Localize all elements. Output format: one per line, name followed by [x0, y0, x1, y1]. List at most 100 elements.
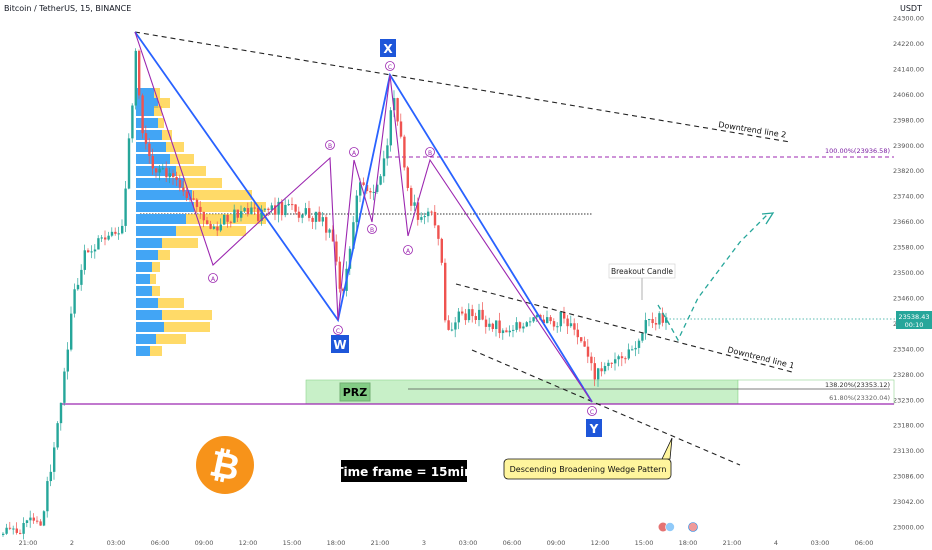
candle-body[interactable]: [586, 346, 590, 357]
candle-body[interactable]: [263, 208, 267, 210]
candle-body[interactable]: [56, 423, 59, 448]
candle-body[interactable]: [70, 313, 73, 350]
candle-body[interactable]: [549, 317, 552, 322]
candle-body[interactable]: [624, 358, 627, 360]
candle-body[interactable]: [165, 168, 168, 178]
candle-body[interactable]: [42, 511, 46, 526]
candle-body[interactable]: [158, 168, 161, 173]
candle-body[interactable]: [107, 235, 110, 240]
candle-body[interactable]: [223, 214, 226, 225]
candle-body[interactable]: [610, 362, 613, 364]
candle-body[interactable]: [593, 363, 596, 380]
candle-body[interactable]: [620, 356, 624, 359]
candle-body[interactable]: [124, 188, 127, 226]
candle-body[interactable]: [25, 520, 29, 523]
candle-body[interactable]: [76, 284, 80, 290]
candle-body[interactable]: [5, 527, 8, 534]
candle-body[interactable]: [617, 356, 620, 360]
candle-body[interactable]: [202, 211, 205, 221]
candle-body[interactable]: [59, 402, 63, 424]
candle-body[interactable]: [529, 321, 532, 323]
candle-body[interactable]: [569, 323, 573, 327]
candle-body[interactable]: [376, 184, 379, 192]
candle-body[interactable]: [583, 341, 586, 347]
candle-body[interactable]: [399, 121, 403, 137]
candle-body[interactable]: [178, 179, 182, 188]
candle-body[interactable]: [29, 517, 32, 521]
candle-body[interactable]: [481, 309, 484, 320]
candle-body[interactable]: [444, 262, 447, 321]
candle-body[interactable]: [274, 205, 277, 215]
candle-body[interactable]: [22, 522, 25, 534]
candle-body[interactable]: [209, 223, 212, 229]
candle-body[interactable]: [90, 251, 93, 253]
candle-body[interactable]: [461, 311, 464, 314]
candle-body[interactable]: [212, 226, 216, 229]
candle-body[interactable]: [97, 238, 100, 250]
candle-body[interactable]: [291, 204, 294, 206]
candle-body[interactable]: [464, 313, 467, 321]
candle-body[interactable]: [348, 248, 352, 269]
candle-body[interactable]: [512, 329, 515, 331]
candle-body[interactable]: [141, 95, 144, 134]
candle-body[interactable]: [206, 220, 209, 224]
candle-body[interactable]: [161, 168, 165, 170]
candle-body[interactable]: [501, 330, 505, 334]
candle-body[interactable]: [559, 311, 562, 327]
candle-body[interactable]: [308, 208, 311, 218]
price-axis[interactable]: 24300.00 24220.00 24140.00 24060.00 23980.00…: [893, 15, 924, 532]
candle-body[interactable]: [260, 209, 263, 221]
candle-body[interactable]: [83, 250, 86, 270]
candle-body[interactable]: [546, 317, 549, 324]
candle-body[interactable]: [410, 187, 413, 206]
candle-body[interactable]: [131, 105, 134, 139]
candle-body[interactable]: [430, 211, 433, 213]
candle-body[interactable]: [192, 198, 195, 200]
candle-body[interactable]: [2, 533, 5, 535]
candle-body[interactable]: [556, 326, 559, 328]
candle-body[interactable]: [661, 313, 664, 323]
candle-body[interactable]: [355, 195, 358, 223]
candle-body[interactable]: [393, 98, 396, 111]
candle-body[interactable]: [267, 208, 270, 210]
candle-body[interactable]: [63, 371, 66, 403]
candle-body[interactable]: [168, 173, 171, 178]
candle-body[interactable]: [515, 322, 518, 330]
candle-body[interactable]: [19, 532, 22, 534]
candle-body[interactable]: [491, 323, 494, 330]
candle-body[interactable]: [175, 176, 178, 180]
candle-body[interactable]: [12, 528, 15, 530]
candle-body[interactable]: [359, 182, 362, 196]
candle-body[interactable]: [566, 318, 569, 327]
candle-body[interactable]: [114, 231, 117, 234]
candle-body[interactable]: [250, 207, 253, 215]
candle-body[interactable]: [641, 333, 644, 341]
candle-body[interactable]: [229, 221, 233, 223]
candle-body[interactable]: [433, 211, 437, 226]
candle-body[interactable]: [467, 309, 471, 321]
candle-body[interactable]: [301, 214, 304, 218]
candle-body[interactable]: [243, 208, 246, 212]
candle-body[interactable]: [437, 225, 440, 239]
candle-body[interactable]: [382, 158, 386, 177]
candle-body[interactable]: [236, 209, 239, 218]
candle-body[interactable]: [93, 249, 97, 252]
candle-body[interactable]: [447, 320, 450, 330]
candle-body[interactable]: [284, 204, 287, 216]
candle-body[interactable]: [600, 368, 603, 372]
candle-body[interactable]: [614, 359, 617, 364]
candle-body[interactable]: [199, 206, 202, 212]
candle-body[interactable]: [654, 323, 658, 325]
candle-body[interactable]: [427, 211, 430, 217]
candle-body[interactable]: [535, 314, 539, 318]
candle-body[interactable]: [563, 311, 566, 319]
candle-body[interactable]: [576, 329, 579, 338]
candle-body[interactable]: [440, 238, 443, 263]
candle-body[interactable]: [396, 98, 399, 122]
candle-body[interactable]: [416, 202, 420, 220]
candle-body[interactable]: [498, 320, 501, 334]
candle-body[interactable]: [311, 217, 314, 222]
candle-body[interactable]: [100, 237, 103, 239]
candle-body[interactable]: [331, 229, 335, 242]
candle-body[interactable]: [406, 167, 409, 188]
